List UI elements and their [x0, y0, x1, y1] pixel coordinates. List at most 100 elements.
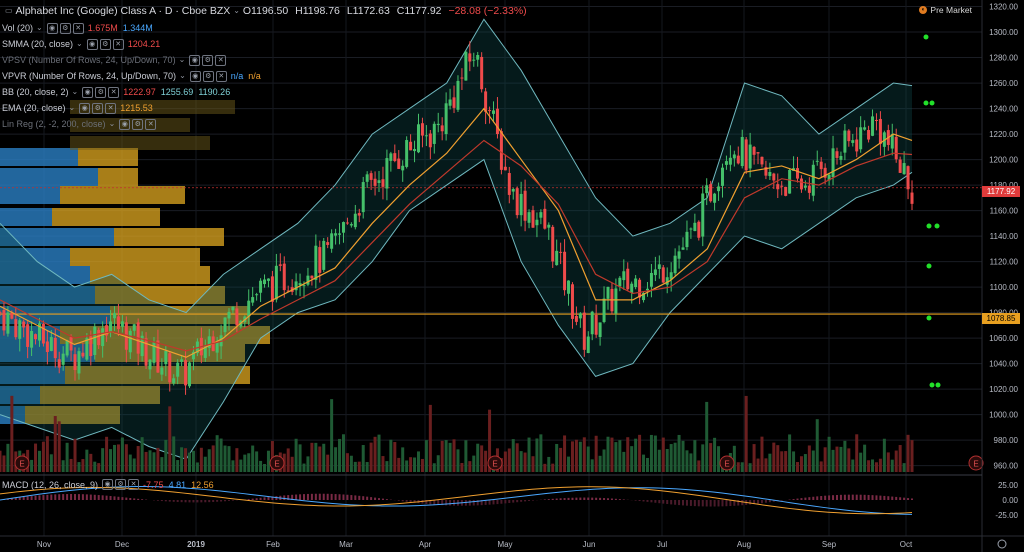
macd-histogram-bar	[622, 499, 625, 500]
candle-body	[397, 158, 401, 169]
macd-histogram-bar	[682, 500, 685, 506]
volume-bar	[582, 437, 586, 472]
chevron-down-icon[interactable]: ⌄	[36, 23, 43, 32]
candle-body	[235, 308, 239, 326]
candle-body	[673, 255, 677, 274]
chevron-down-icon[interactable]: ⌄	[68, 103, 76, 112]
projection-dot	[926, 223, 932, 229]
volume-bar	[645, 457, 649, 472]
candle-body	[361, 182, 365, 213]
chevron-down-icon[interactable]: ⌄	[108, 119, 116, 128]
chevron-down-icon[interactable]: ⌄	[178, 55, 186, 64]
candle-body	[709, 184, 713, 202]
chevron-down-icon[interactable]: ⌄	[76, 39, 83, 48]
chevron-down-icon[interactable]: ⌄	[233, 6, 240, 15]
bollinger-band-fill	[0, 19, 912, 460]
volume-bar	[6, 443, 10, 472]
settings-icon[interactable]: ⚙	[92, 102, 104, 114]
indicator-value: 1255.69	[160, 87, 194, 97]
volume-bar	[515, 443, 519, 472]
close-icon[interactable]: ✕	[215, 54, 227, 66]
close-icon[interactable]: ✕	[108, 86, 120, 98]
volume-bar	[393, 442, 397, 472]
eye-icon[interactable]: ◉	[79, 102, 91, 114]
candle-body	[37, 323, 41, 341]
chevron-down-icon[interactable]: ⌄	[179, 71, 186, 80]
candle-body	[266, 278, 270, 281]
eye-icon[interactable]: ◉	[86, 38, 98, 50]
volume-bar	[45, 436, 49, 472]
volume-bar	[748, 463, 752, 472]
settings-icon[interactable]: ⚙	[99, 38, 111, 50]
settings-icon[interactable]: ⚙	[95, 86, 107, 98]
macd-label[interactable]: MACD (12, 26, close, 9)	[2, 479, 99, 490]
open-value: O1196.50	[242, 5, 289, 17]
candle-body	[803, 185, 807, 188]
volume-bar	[448, 442, 452, 472]
settings-icon[interactable]: ⚙	[202, 54, 214, 66]
candle-body	[724, 161, 728, 165]
eye-icon[interactable]: ◉	[189, 70, 201, 82]
chevron-down-icon[interactable]: ⌄	[71, 87, 79, 96]
volume-bar	[669, 444, 673, 472]
candle-body	[910, 192, 914, 204]
macd-histogram-bar	[685, 500, 688, 506]
close-icon[interactable]: ✕	[215, 70, 227, 82]
candle-body	[73, 354, 77, 371]
macd-histogram-bar	[516, 500, 519, 503]
close-icon[interactable]: ✕	[145, 118, 157, 130]
close-icon[interactable]: ✕	[72, 22, 84, 34]
indicator-label[interactable]: VPSV (Number Of Rows, 24, Up/Down, 70)	[2, 55, 176, 65]
chart-settings-icon[interactable]	[997, 539, 1007, 549]
pre-market-badge[interactable]: ◐ Pre Market	[919, 5, 972, 15]
indicator-label[interactable]: EMA (20, close)	[2, 103, 66, 113]
eye-icon[interactable]: ◉	[189, 54, 201, 66]
volume-profile-down-bar	[40, 386, 160, 404]
candle-body	[116, 316, 120, 329]
candle-body	[855, 139, 859, 152]
eye-icon[interactable]: ◉	[82, 86, 94, 98]
eye-icon[interactable]: ◉	[102, 479, 114, 490]
volume-bar	[73, 438, 77, 472]
volume-bar	[191, 450, 195, 472]
settings-icon[interactable]: ⚙	[132, 118, 144, 130]
indicator-label[interactable]: VPVR (Number Of Rows, 24, Up/Down, 70)	[2, 71, 177, 81]
volume-bar	[432, 463, 436, 472]
indicator-label[interactable]: Lin Reg (2, -2, 200, close)	[2, 119, 106, 129]
macd-histogram-bar	[800, 498, 803, 500]
close-icon[interactable]: ✕	[105, 102, 117, 114]
candle-body	[898, 159, 902, 173]
indicator-label[interactable]: SMMA (20, close)	[2, 39, 74, 49]
eye-icon[interactable]: ◉	[119, 118, 131, 130]
volume-bar	[878, 458, 882, 472]
candle-body	[890, 134, 894, 149]
settings-icon[interactable]: ⚙	[59, 22, 71, 34]
indicator-label[interactable]: BB (20, close, 2)	[2, 87, 69, 97]
eye-icon[interactable]: ◉	[46, 22, 58, 34]
settings-icon[interactable]: ⚙	[202, 70, 214, 82]
collapse-icon[interactable]: ▭	[5, 6, 13, 15]
macd-histogram-bar	[618, 499, 621, 500]
volume-bar	[369, 442, 373, 472]
macd-histogram-bar	[599, 497, 602, 500]
volume-bar	[768, 453, 772, 472]
macd-histogram-bar	[77, 494, 80, 500]
macd-histogram-bar	[204, 500, 207, 503]
candle-body	[251, 297, 255, 303]
candle-body	[598, 322, 602, 337]
macd-histogram-bar	[113, 496, 116, 500]
symbol-title[interactable]: Alphabet Inc (Google) Class A · D · Cboe…	[15, 5, 231, 17]
macd-histogram-bar	[413, 500, 416, 503]
volume-bar	[796, 462, 800, 472]
macd-histogram-bar	[610, 498, 613, 500]
candle-body	[495, 108, 499, 135]
volume-bar	[574, 439, 578, 472]
settings-icon[interactable]: ⚙	[115, 479, 127, 490]
indicator-label[interactable]: Vol (20)	[2, 23, 34, 33]
macd-histogram-bar	[476, 500, 479, 506]
close-icon[interactable]: ✕	[112, 38, 124, 50]
close-icon[interactable]: ✕	[128, 479, 140, 490]
candle-body	[776, 184, 780, 190]
candle-body	[286, 290, 290, 292]
